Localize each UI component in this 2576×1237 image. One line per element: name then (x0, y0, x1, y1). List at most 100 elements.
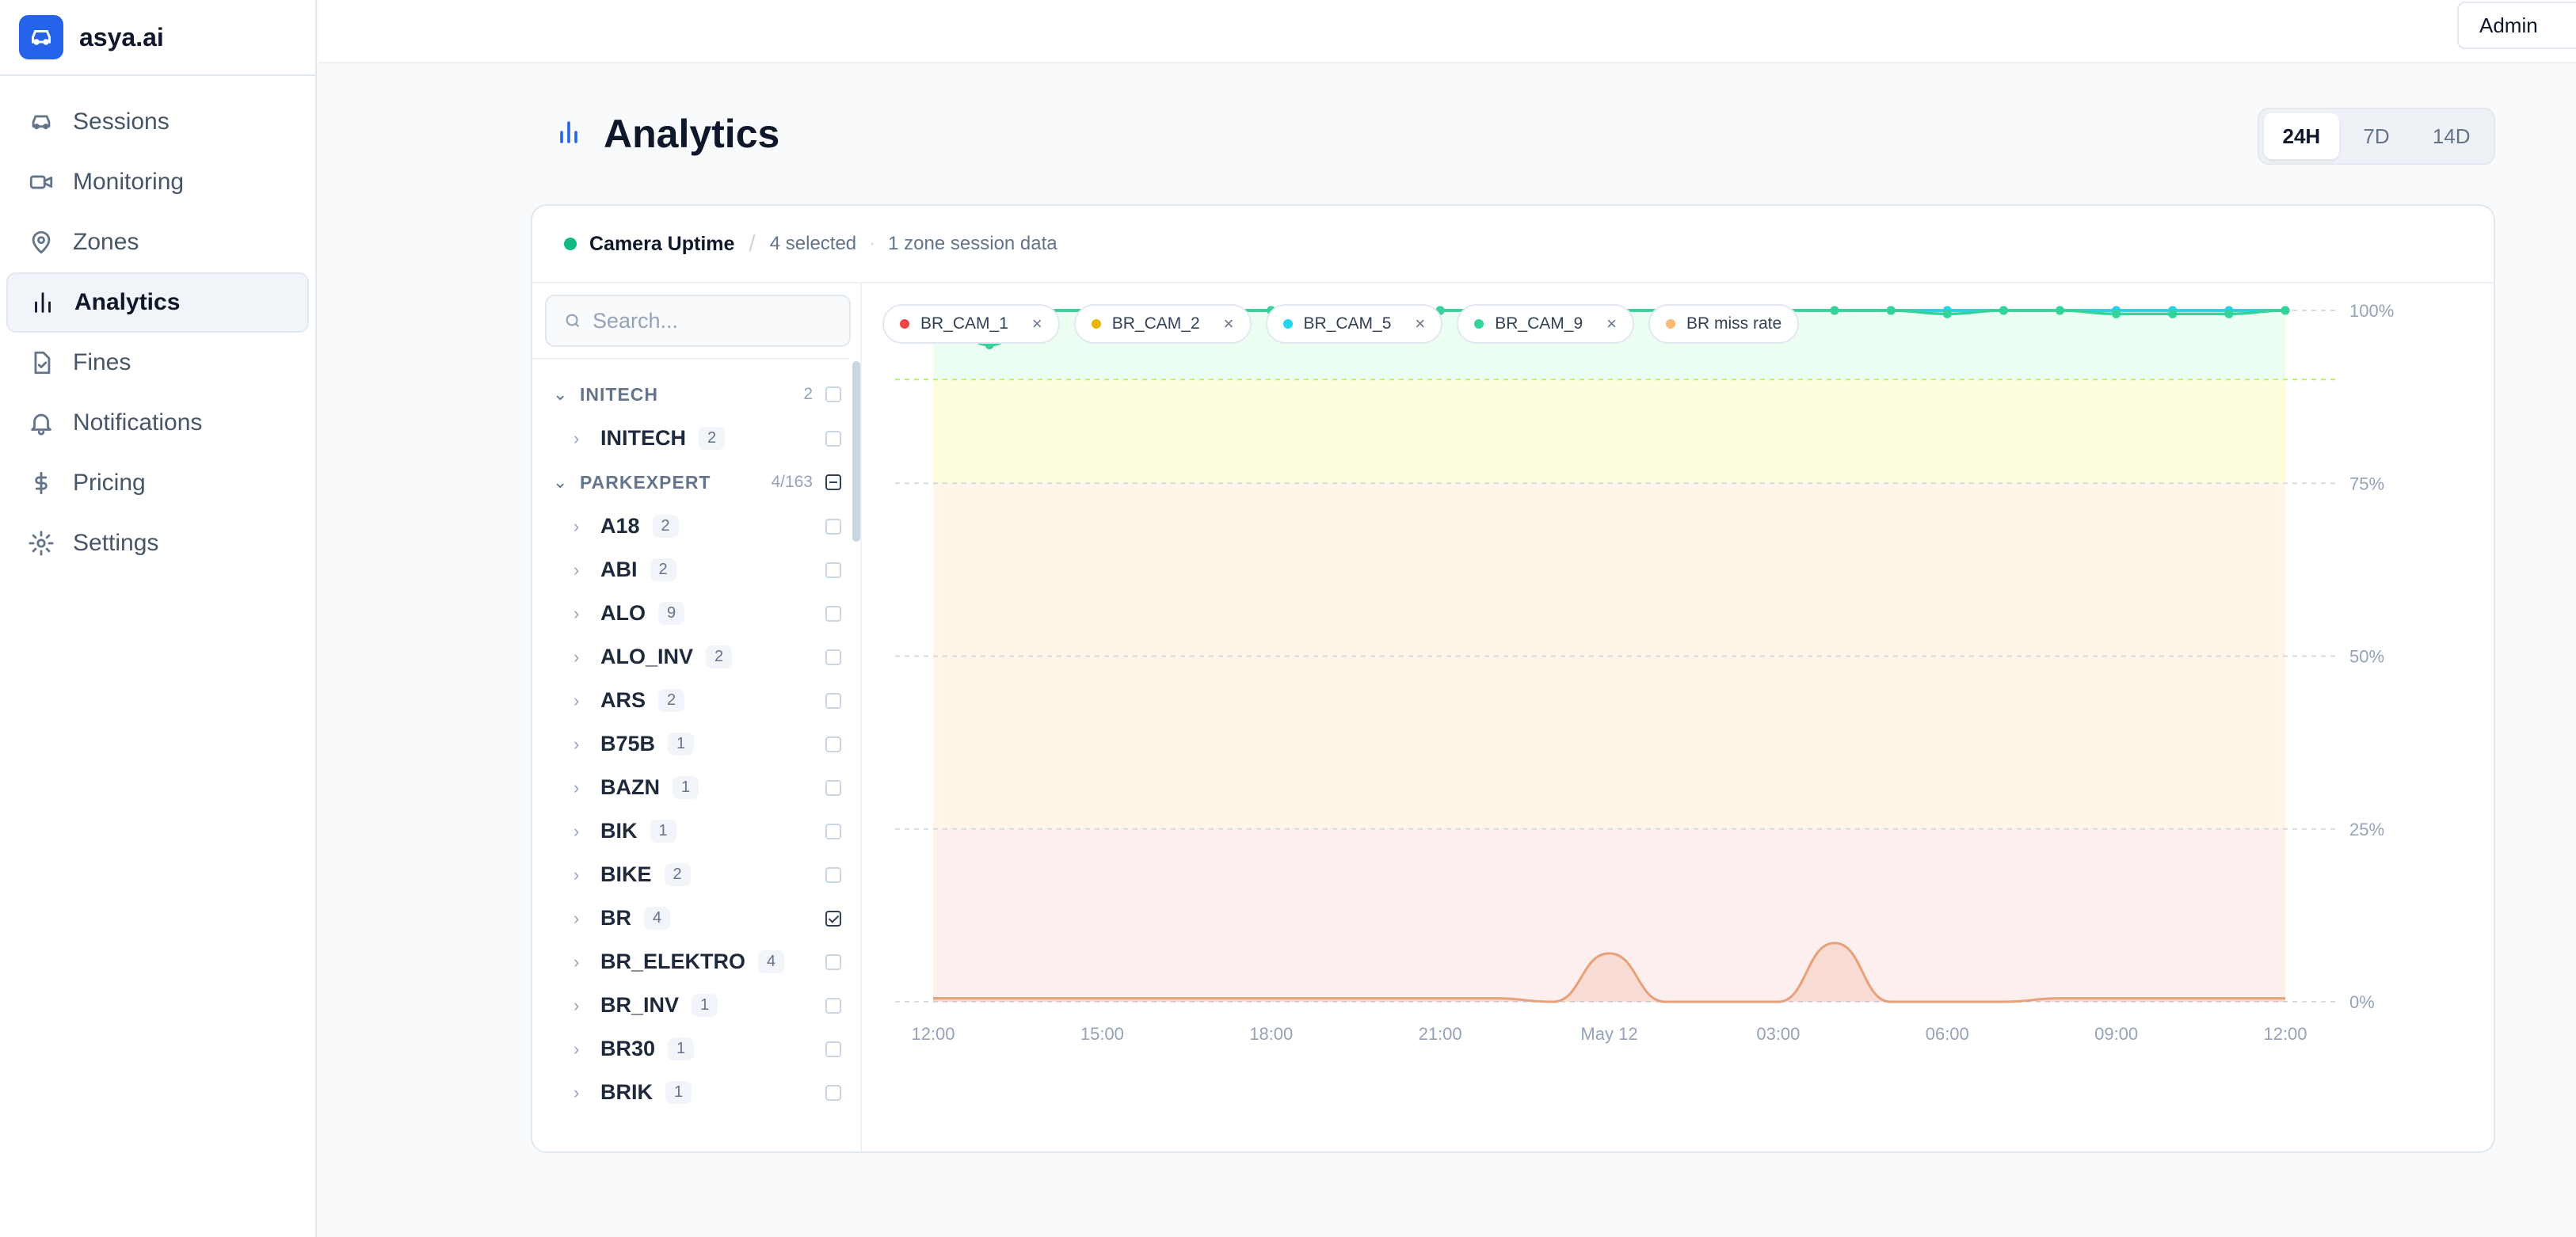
chart-band (933, 828, 2285, 1002)
chevron-right-icon[interactable]: › (574, 951, 580, 972)
tree-scrollbar[interactable] (852, 361, 860, 542)
series-point (1942, 309, 1952, 318)
series-color-dot (1091, 319, 1101, 329)
sidebar-item-notifications[interactable]: Notifications (6, 393, 309, 453)
tree-item-label: BR_ELEKTRO 4 (600, 950, 785, 974)
tree-item[interactable]: › A18 2 (532, 504, 841, 548)
tree-item[interactable]: › BRIK 1 (532, 1071, 841, 1114)
tree-item[interactable]: › BIKE 2 (532, 853, 841, 896)
sidebar-item-pricing[interactable]: Pricing (6, 453, 309, 513)
tree-item-label: ARS 2 (600, 688, 685, 713)
range-button-14d[interactable]: 14D (2432, 124, 2471, 148)
sidebar: asya.ai Sessions Monitoring Zones Analytics… (0, 0, 317, 1237)
x-tick-label: 09:00 (2094, 1024, 2138, 1044)
chevron-right-icon[interactable]: › (574, 559, 580, 580)
series-chip[interactable]: BR_CAM_5 × (1265, 304, 1443, 344)
tree-item-count: 4 (644, 907, 671, 930)
group-checkbox[interactable] (825, 386, 841, 402)
chevron-right-icon[interactable]: › (574, 995, 580, 1015)
tree-item[interactable]: › BR_ELEKTRO 4 (532, 940, 841, 984)
series-point (2224, 309, 2234, 318)
tree-item-label: BIKE 2 (600, 862, 691, 887)
chevron-down-icon[interactable]: ⌄ (553, 384, 568, 404)
chevron-right-icon[interactable]: › (574, 908, 580, 928)
series-chip[interactable]: BR_CAM_1 × (882, 304, 1060, 344)
sidebar-item-monitoring[interactable]: Monitoring (6, 152, 309, 212)
item-checkbox[interactable] (825, 692, 841, 709)
item-checkbox[interactable] (825, 779, 841, 796)
item-checkbox[interactable] (825, 1084, 841, 1101)
tree-group-count: 2 (803, 385, 813, 403)
series-chip[interactable]: BR miss rate (1648, 304, 1800, 344)
item-checkbox[interactable] (825, 997, 841, 1014)
range-button-7d[interactable]: 7D (2363, 124, 2390, 148)
sidebar-item-sessions[interactable]: Sessions (6, 92, 309, 152)
item-checkbox[interactable] (825, 561, 841, 578)
chevron-right-icon[interactable]: › (574, 646, 580, 667)
chevron-right-icon[interactable]: › (574, 820, 580, 841)
tree-item-label: ALO_INV 2 (600, 645, 733, 669)
sidebar-item-analytics[interactable]: Analytics (6, 272, 309, 333)
tree-item[interactable]: › BR 4 (532, 896, 841, 940)
chevron-right-icon[interactable]: › (574, 1038, 580, 1059)
series-chip[interactable]: BR_CAM_9 × (1457, 304, 1634, 344)
chevron-right-icon[interactable]: › (574, 733, 580, 754)
chevron-right-icon[interactable]: › (574, 603, 580, 623)
item-checkbox[interactable] (825, 649, 841, 665)
chevron-right-icon[interactable]: › (574, 690, 580, 710)
item-checkbox[interactable] (825, 953, 841, 970)
item-checkbox[interactable] (825, 518, 841, 535)
group-checkbox[interactable] (825, 474, 841, 490)
sidebar-item-zones[interactable]: Zones (6, 212, 309, 272)
tree-group-count: 4/163 (771, 473, 813, 491)
item-checkbox[interactable] (825, 823, 841, 839)
item-checkbox[interactable] (825, 1041, 841, 1057)
chevron-right-icon[interactable]: › (574, 777, 580, 797)
sidebar-item-settings[interactable]: Settings (6, 513, 309, 573)
tree-item[interactable]: › BR30 1 (532, 1027, 841, 1071)
card-header: Camera Uptime / 4 selected · 1 zone sess… (532, 206, 2494, 284)
tree-item[interactable]: › ALO 9 (532, 592, 841, 635)
item-checkbox[interactable] (825, 430, 841, 447)
x-tick-label: May 12 (1580, 1024, 1637, 1044)
item-checkbox[interactable] (825, 910, 841, 927)
range-button-24h[interactable]: 24H (2264, 113, 2339, 159)
time-range-selector: 24H 7D 14D (2258, 108, 2495, 165)
search-input[interactable] (593, 308, 830, 333)
logo-car-icon[interactable] (19, 15, 63, 59)
tree-item[interactable]: › ALO_INV 2 (532, 635, 841, 679)
tree-item[interactable]: › BAZN 1 (532, 766, 841, 809)
x-tick-label: 06:00 (1926, 1024, 1969, 1044)
item-checkbox[interactable] (825, 736, 841, 752)
sidebar-item-fines[interactable]: Fines (6, 333, 309, 393)
y-tick-label: 50% (2349, 647, 2384, 667)
series-chip[interactable]: BR_CAM_2 × (1073, 304, 1252, 344)
chevron-right-icon[interactable]: › (574, 516, 580, 536)
tree-item[interactable]: › BIK 1 (532, 809, 841, 853)
close-icon[interactable]: × (1031, 314, 1042, 333)
tree-group-parkexpert[interactable]: ⌄ PARKEXPERT 4/163 (532, 460, 841, 504)
chevron-right-icon[interactable]: › (574, 428, 580, 448)
series-point (1886, 306, 1896, 315)
item-checkbox[interactable] (825, 605, 841, 622)
chevron-right-icon[interactable]: › (574, 1082, 580, 1102)
admin-menu-button[interactable]: Admin (2457, 2, 2576, 49)
tree-group-initech[interactable]: ⌄ INITECH 2 (532, 372, 841, 417)
chevron-down-icon[interactable]: ⌄ (553, 472, 568, 492)
item-checkbox[interactable] (825, 866, 841, 883)
chip-label: BR_CAM_9 (1495, 314, 1583, 333)
tree-item-count: 2 (706, 645, 733, 668)
tree-item-label: BAZN 1 (600, 775, 699, 800)
tree-item[interactable]: › BR_INV 1 (532, 984, 841, 1027)
tree-item[interactable]: › INITECH 2 (532, 417, 841, 460)
close-icon[interactable]: × (1415, 314, 1426, 333)
y-tick-label: 0% (2349, 992, 2375, 1012)
tree-item-count: 1 (668, 733, 695, 756)
tree-item[interactable]: › ARS 2 (532, 679, 841, 722)
close-icon[interactable]: × (1606, 314, 1617, 333)
tree-item[interactable]: › ABI 2 (532, 548, 841, 592)
tree-item-count: 2 (699, 427, 726, 450)
chevron-right-icon[interactable]: › (574, 864, 580, 885)
tree-item[interactable]: › B75B 1 (532, 722, 841, 766)
close-icon[interactable]: × (1223, 314, 1234, 333)
